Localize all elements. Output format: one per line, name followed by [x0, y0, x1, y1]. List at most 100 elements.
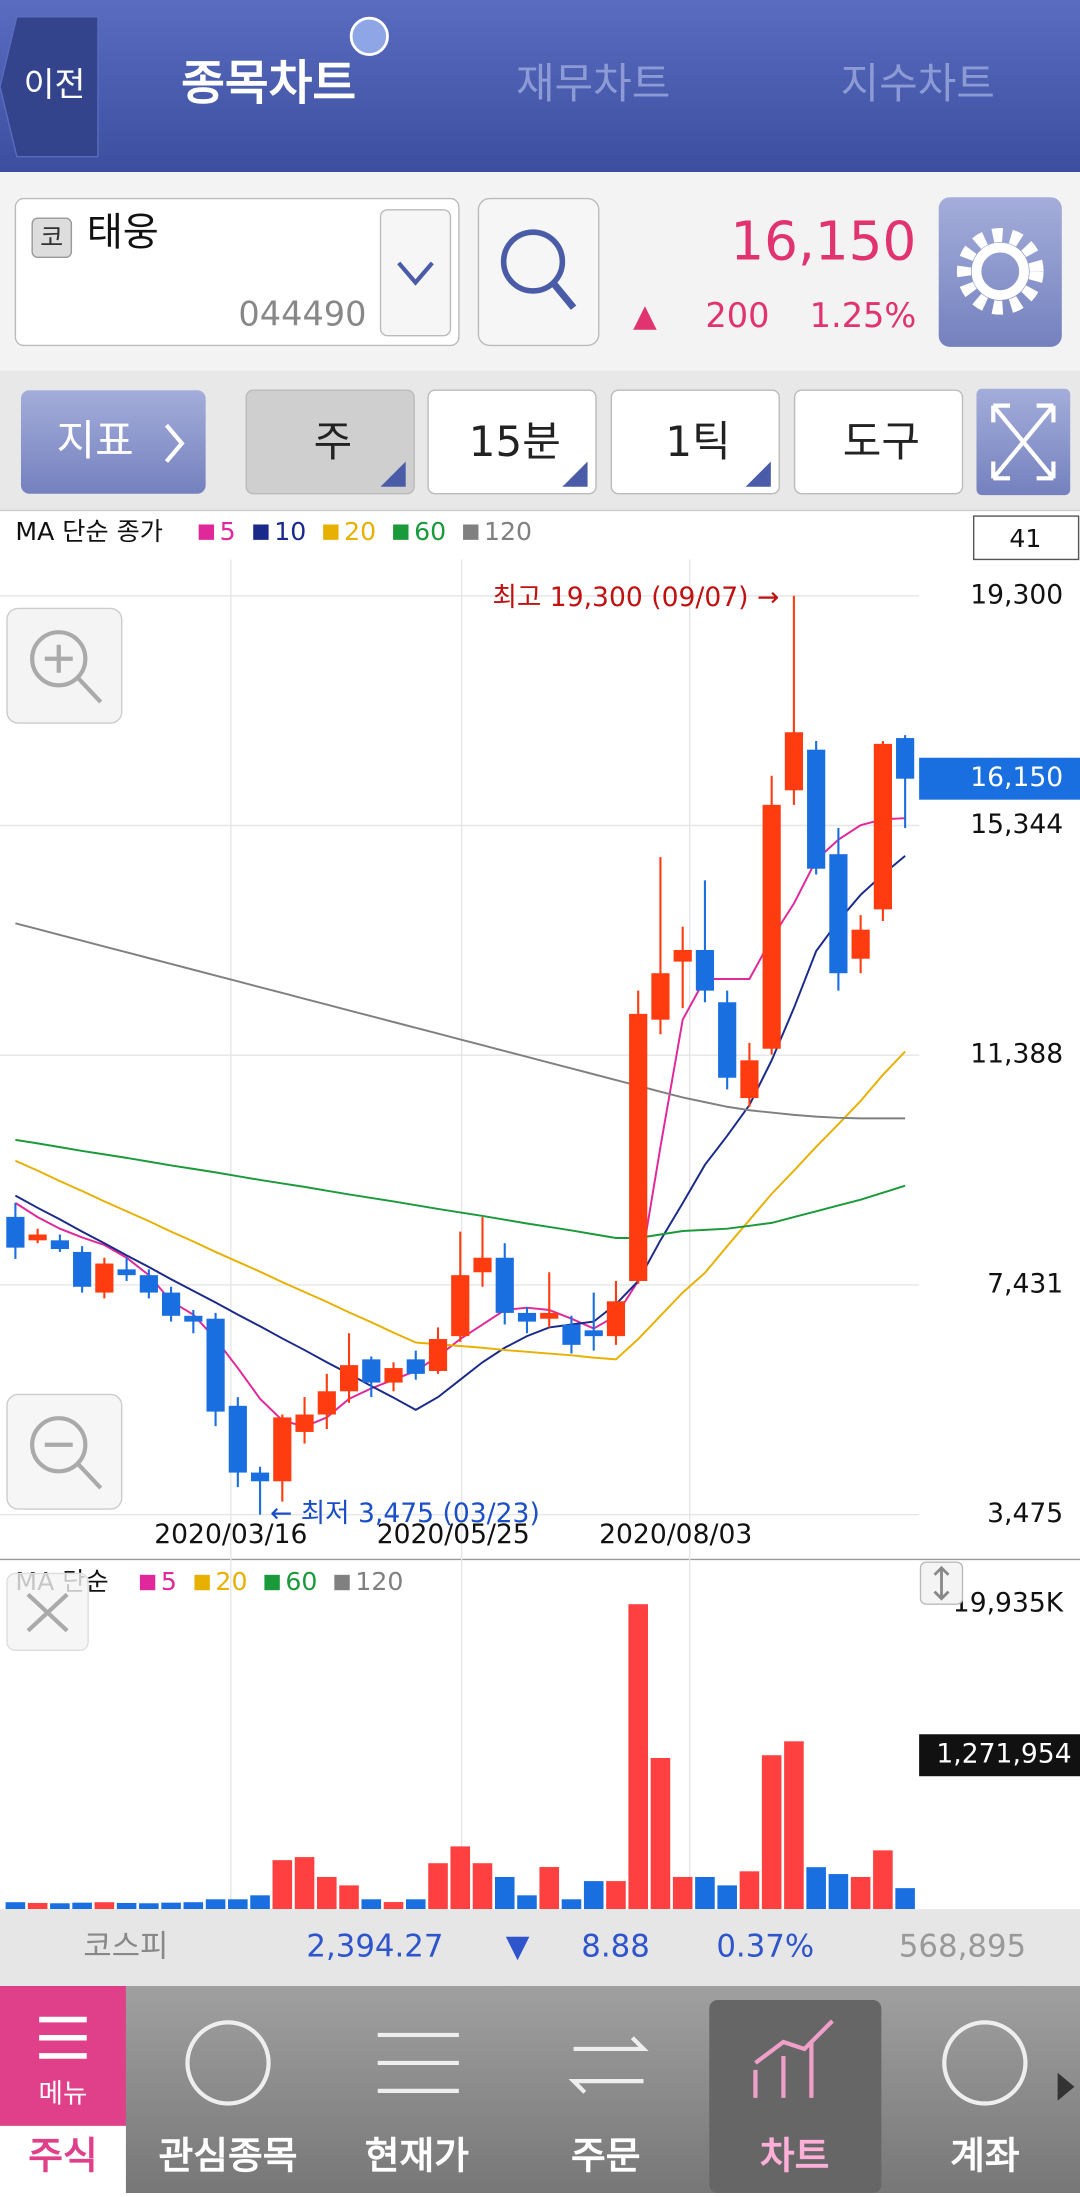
candle-body [873, 743, 892, 910]
tab-active[interactable]: 종목차트 [181, 57, 356, 112]
volume-bar [761, 1755, 782, 1910]
chart-area [0, 510, 1080, 1910]
candle-body [206, 1318, 225, 1412]
nav-label[interactable]: 현재가 [365, 2134, 469, 2178]
nav-home[interactable] [0, 2125, 126, 2193]
volume-bar [494, 1876, 515, 1910]
ma-line [15, 922, 906, 1120]
x-tick-label: 2020/03/16 [154, 1519, 307, 1550]
zoom-out[interactable] [6, 1393, 123, 1510]
candle-body [362, 1359, 381, 1383]
candle-body [562, 1324, 581, 1345]
x-tick-label: 2020/08/03 [599, 1519, 752, 1550]
nav-icon [568, 2036, 649, 2094]
volume-bar [850, 1876, 871, 1910]
legend-label: 60 [285, 1567, 317, 1596]
market-badge [31, 217, 73, 259]
nav-label[interactable]: 주식 [28, 2134, 97, 2178]
menu-label: 메뉴 [39, 2079, 88, 2110]
index-change: 8.88 [581, 1929, 650, 1965]
count: 41 [1009, 524, 1041, 553]
settings-button[interactable] [938, 197, 1062, 347]
candle-body [295, 1414, 314, 1432]
candle-body [740, 1060, 759, 1099]
volume-bar [294, 1857, 315, 1910]
change: 200 [705, 296, 769, 335]
dropdown-icon [397, 261, 434, 286]
candle-body [695, 949, 715, 991]
stock-box[interactable] [14, 197, 460, 347]
candle-body [273, 1417, 292, 1482]
resize-icon [933, 1565, 950, 1601]
index-name: 코스피 [83, 1929, 168, 1965]
candle-body [228, 1405, 247, 1473]
volume-bar [895, 1888, 915, 1910]
candle-body [851, 929, 870, 959]
zoom-in[interactable] [6, 607, 123, 724]
price: 16,150 [730, 210, 916, 272]
volume-bar [339, 1885, 359, 1910]
legend-swatch [393, 524, 409, 540]
legend-swatch [323, 524, 339, 540]
y-tick-label: 11,388 [970, 1039, 1063, 1070]
back-button[interactable] [0, 16, 99, 158]
volume-bar [205, 1899, 226, 1910]
index-arrow: ▼ [506, 1929, 530, 1965]
nav-label[interactable]: 주문 [571, 2134, 640, 2178]
nav-icon [753, 2019, 834, 2098]
nav-label[interactable]: 관심종목 [159, 2134, 298, 2178]
current-price: 16,150 [970, 762, 1063, 793]
index-pct: 0.37% [716, 1929, 814, 1965]
candle-body [762, 804, 781, 1049]
period-button[interactable] [793, 389, 964, 495]
y-tick-label: 19,935K [953, 1588, 1064, 1619]
legend-swatch [139, 1574, 156, 1591]
y-tick-label: 15,344 [970, 809, 1063, 840]
candle-body [50, 1240, 69, 1250]
nav-label[interactable]: 계좌 [950, 2134, 1020, 2178]
stock-code: 044490 [238, 295, 366, 334]
zoom-icon [44, 1442, 103, 1490]
volume-bar [428, 1863, 448, 1910]
ma-line [14, 1050, 906, 1361]
period-button[interactable] [610, 389, 780, 495]
period-button[interactable] [245, 389, 415, 495]
nav-scroll[interactable] [1057, 2072, 1075, 2101]
dropdown[interactable] [379, 209, 452, 337]
volume-bar [650, 1757, 671, 1910]
zoom-icon [44, 644, 103, 704]
candle-body [584, 1330, 603, 1337]
legend-label: 5 [220, 517, 236, 546]
tab[interactable]: 재무차트 [516, 59, 670, 108]
volume-bar [361, 1899, 382, 1910]
zoom-icon [30, 630, 88, 688]
volume-bar [828, 1874, 849, 1910]
volume-bar [250, 1895, 270, 1910]
corner-mark [380, 461, 406, 487]
chevron [164, 423, 185, 463]
nav-icon [377, 2032, 459, 2094]
candle-body [807, 749, 826, 869]
candle-body [451, 1275, 470, 1337]
candle-body [495, 1257, 514, 1313]
candle-body [896, 738, 915, 779]
legend-label: 120 [484, 517, 532, 546]
corner-mark [562, 461, 588, 487]
tab[interactable]: 지수차트 [841, 59, 995, 108]
volume-bar [27, 1902, 48, 1910]
index-volume: 568,895 [899, 1929, 1026, 1965]
volume-bar [272, 1860, 293, 1910]
candle-body [339, 1365, 359, 1392]
candle-body [651, 973, 670, 1020]
expand-icon [991, 403, 1056, 481]
period-button[interactable] [427, 389, 597, 495]
nav-bar [0, 1986, 1080, 2193]
nav-label[interactable]: 차트 [760, 2134, 829, 2178]
volume-bar [561, 1899, 582, 1910]
ma-legend-title: MA 단순 종가 [15, 517, 163, 546]
change-pct: 1.25% [810, 296, 917, 335]
volume-bar [539, 1867, 560, 1910]
search-button[interactable] [477, 197, 600, 347]
volume-bar [405, 1899, 426, 1910]
indicator-button[interactable] [20, 390, 206, 494]
